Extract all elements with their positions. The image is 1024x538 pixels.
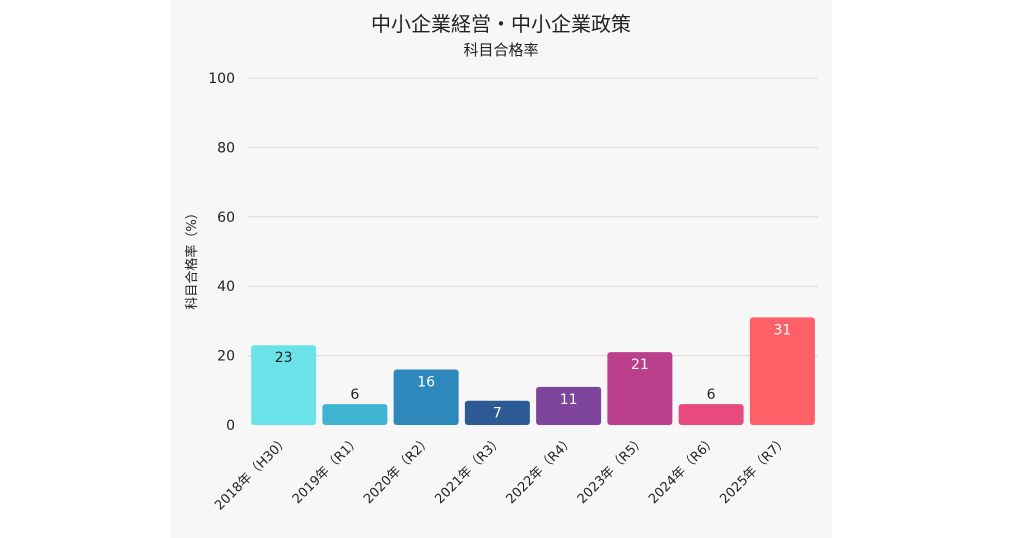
x-tick-label: 2019年（R1） <box>290 433 364 507</box>
x-tick-label: 2020年（R2） <box>361 433 435 507</box>
data-label: 11 <box>560 392 578 408</box>
x-tick-label: 2025年（R7） <box>717 433 791 507</box>
x-tick-label: 2021年（R3） <box>432 433 506 507</box>
chart-subtitle: 科目合格率 <box>463 41 539 59</box>
data-label: 16 <box>417 374 435 390</box>
y-tick-label: 20 <box>217 349 235 365</box>
bar <box>749 317 815 425</box>
bar <box>322 404 388 425</box>
bar <box>251 345 317 425</box>
x-tick-label: 2023年（R5） <box>575 433 649 507</box>
bar <box>678 404 744 425</box>
bar <box>464 400 530 425</box>
chart-card <box>170 0 832 538</box>
y-tick-label: 100 <box>208 71 235 87</box>
data-label: 21 <box>631 357 649 373</box>
y-tick-label: 40 <box>217 279 235 295</box>
bar <box>393 369 459 425</box>
bar <box>536 386 602 425</box>
y-tick-label: 0 <box>226 418 235 434</box>
data-label: 23 <box>275 350 293 366</box>
x-tick-label: 2018年（H30） <box>212 433 292 513</box>
data-label: 7 <box>493 406 502 422</box>
y-tick-label: 80 <box>217 140 235 156</box>
data-label: 6 <box>350 387 359 403</box>
data-label: 6 <box>707 387 716 403</box>
x-tick-label: 2022年（R4） <box>504 433 578 507</box>
chart-title: 中小企業経営・中小企業政策 <box>371 12 631 36</box>
y-tick-label: 60 <box>217 210 235 226</box>
x-tick-label: 2024年（R6） <box>646 433 720 507</box>
y-axis-label: 科目合格率（%） <box>184 206 200 309</box>
data-label: 31 <box>773 322 791 338</box>
bar <box>607 352 673 425</box>
